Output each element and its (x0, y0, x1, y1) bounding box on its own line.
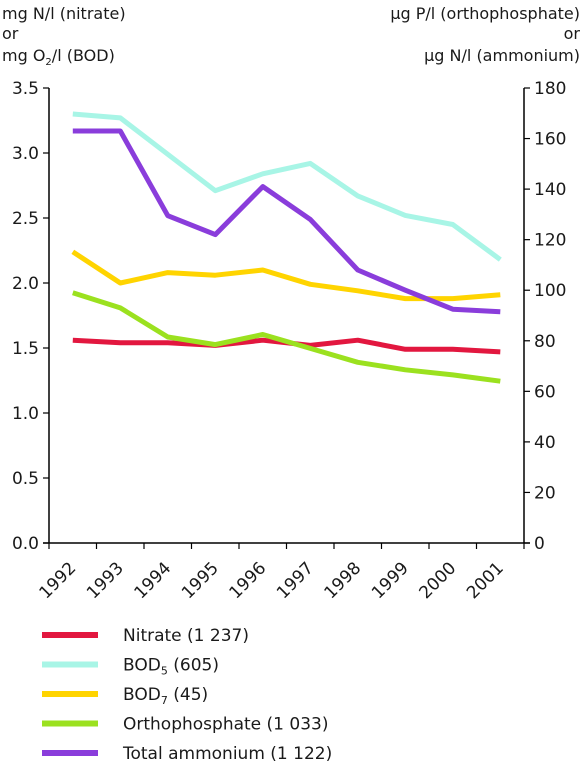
right-tick-label: 140 (534, 180, 566, 200)
x-tick-label: 1995 (178, 558, 223, 603)
x-tick-label: 1996 (226, 558, 271, 603)
left-tick-label: 0.0 (12, 534, 39, 554)
left-axis-label-line-3: mg O2/l (BOD) (2, 46, 115, 68)
series-lines (71, 111, 502, 384)
left-axis-label-line-2: or (2, 24, 19, 43)
left-tick-label: 1.0 (12, 404, 39, 424)
right-tick-label: 0 (534, 534, 545, 554)
right-tick-label: 20 (534, 483, 556, 503)
right-tick-label: 60 (534, 382, 556, 402)
axis-titles: mg N/l (nitrate) or mg O2/l (BOD) µg P/l… (2, 4, 580, 68)
legend-label: Orthophosphate (1 033) (123, 715, 328, 735)
right-axis-label-line-3: µg N/l (ammonium) (424, 46, 580, 65)
left-tick-label: 3.0 (12, 144, 39, 164)
right-tick-label: 100 (534, 281, 566, 301)
right-tick-label: 40 (534, 433, 556, 453)
left-tick-label: 2.0 (12, 274, 39, 294)
right-axis-label-line-2: or (564, 24, 581, 43)
legend-label: BOD7 (45) (123, 685, 208, 707)
series-line-5 (72, 128, 501, 315)
x-tick-label: 1994 (131, 558, 176, 603)
x-tick-label: 1998 (321, 558, 366, 603)
right-axis-label-line-1: µg P/l (orthophosphate) (390, 4, 580, 23)
right-tick-label: 160 (534, 130, 566, 150)
left-tick-label: 3.5 (12, 79, 39, 99)
left-tick-label: 1.5 (12, 339, 39, 359)
legend-label: Total ammonium (1 122) (122, 744, 332, 764)
x-tick-label: 2000 (416, 558, 461, 603)
right-tick-label: 180 (534, 79, 566, 99)
right-tick-label: 80 (534, 332, 556, 352)
series-line-3 (71, 249, 501, 302)
legend-label: BOD5 (605) (123, 656, 219, 678)
x-tick-label: 1992 (36, 558, 81, 603)
x-tick-label: 1999 (368, 558, 413, 603)
legend: Nitrate (1 237) BOD5 (605) BOD7 (45) Orthop… (42, 626, 332, 764)
series-line-2 (72, 111, 502, 262)
left-axis-label-line-1: mg N/l (nitrate) (2, 4, 126, 23)
legend-label: Nitrate (1 237) (123, 626, 249, 646)
left-tick-label: 0.5 (12, 469, 39, 489)
series-line-4 (72, 290, 501, 384)
x-tick-label: 2001 (463, 558, 508, 603)
left-tick-label: 2.5 (12, 209, 39, 229)
x-tick-label: 1993 (83, 558, 128, 603)
right-tick-label: 120 (534, 231, 566, 251)
x-tick-label: 1997 (273, 558, 318, 603)
